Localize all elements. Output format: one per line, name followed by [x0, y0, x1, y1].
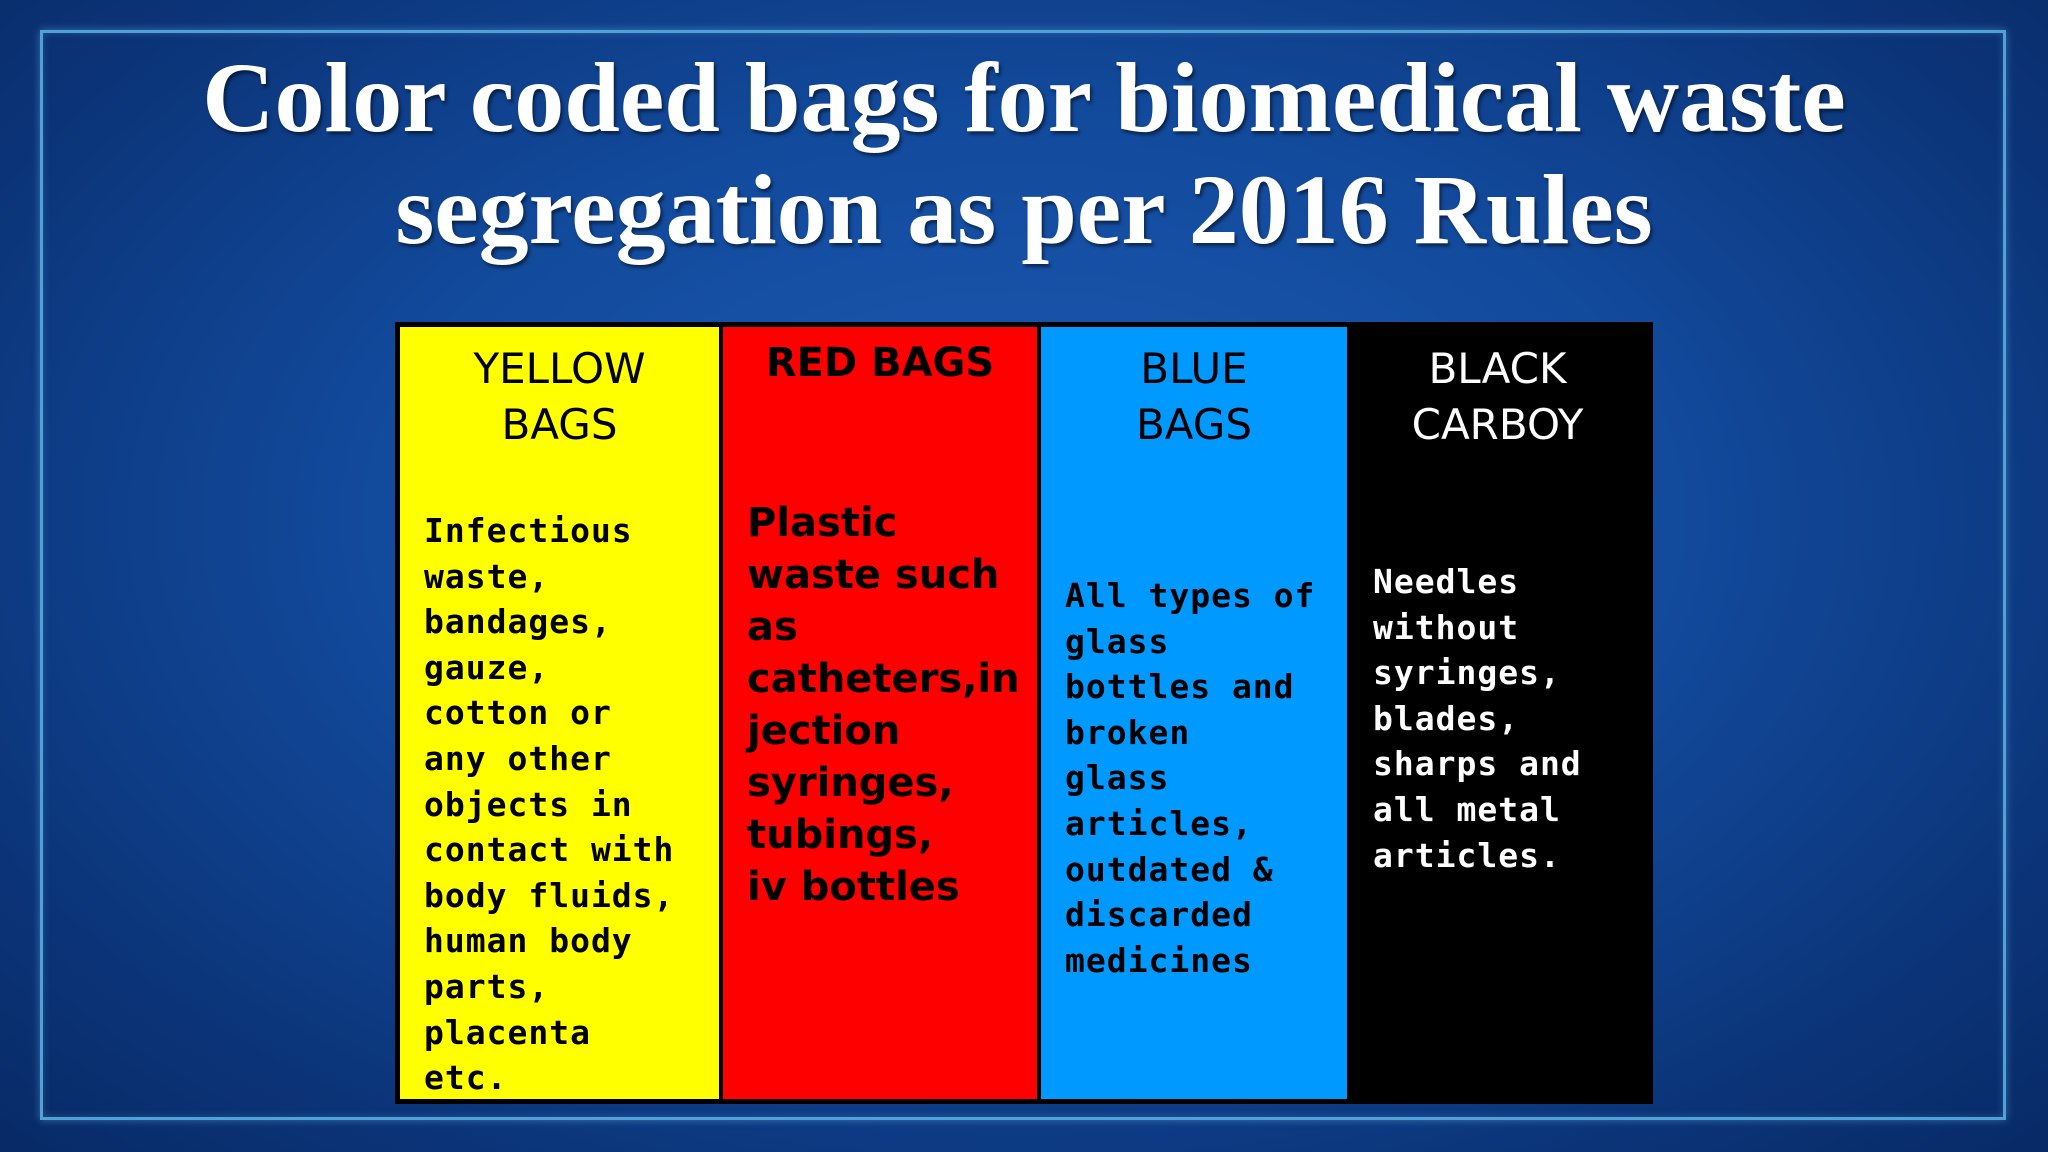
description-line: waste,	[424, 556, 550, 596]
description-line: tubings,	[747, 812, 934, 858]
black-carboy-column: BLACK CARBOY Needles without syringes, b…	[1347, 327, 1648, 1099]
heading-line: YELLOW	[473, 344, 646, 393]
description-line: articles,	[1065, 803, 1253, 843]
heading-line: BAGS	[501, 400, 618, 449]
red-bag-heading: RED BAGS	[723, 335, 1037, 391]
description-line: human body	[424, 921, 633, 961]
description-line: cotton or	[424, 693, 612, 733]
blue-bag-heading: BLUE BAGS	[1041, 341, 1347, 453]
description-line: glass	[1065, 621, 1170, 661]
description-line: outdated &	[1065, 849, 1274, 889]
heading-line: BAGS	[1135, 400, 1252, 449]
description-line: Needles	[1373, 562, 1520, 601]
yellow-bag-column: YELLOW BAGS Infectious waste, bandages, …	[400, 327, 719, 1099]
description-line: sharps and	[1373, 744, 1582, 784]
description-line: all metal	[1373, 789, 1561, 829]
title-line-1: Color coded bags for biomedical waste	[202, 42, 1846, 153]
description-line: discarded	[1065, 895, 1253, 935]
heading-line: RED BAGS	[765, 340, 995, 386]
red-bag-description: Plastic waste such as catheters,in jecti…	[747, 497, 1020, 913]
description-line: waste such	[747, 552, 1000, 598]
description-line: body fluids,	[424, 875, 675, 915]
description-line: without	[1373, 607, 1520, 647]
description-line: Infectious	[424, 511, 633, 550]
description-line: Plastic	[747, 500, 898, 546]
description-line: medicines	[1065, 940, 1253, 980]
description-line: any other	[424, 738, 612, 778]
description-line: catheters,in	[747, 656, 1020, 702]
description-line: iv bottles	[747, 864, 960, 910]
slide-frame	[40, 30, 2006, 1120]
description-line: gauze,	[424, 647, 550, 687]
description-line: articles.	[1373, 835, 1561, 875]
slide-title: Color coded bags for biomedical waste se…	[0, 42, 2048, 266]
description-line: as	[747, 604, 798, 650]
description-line: placenta	[424, 1012, 591, 1052]
description-line: syringes,	[747, 760, 954, 806]
description-line: bottles and	[1065, 667, 1295, 707]
description-line: etc.	[424, 1058, 508, 1098]
description-line: syringes,	[1373, 653, 1561, 693]
description-line: bandages,	[424, 602, 612, 642]
description-line: blades,	[1373, 698, 1520, 738]
description-line: parts,	[424, 966, 550, 1006]
description-line: jection	[747, 708, 901, 754]
blue-bag-column: BLUE BAGS All types of glass bottles and…	[1041, 327, 1347, 1099]
description-line: All types of	[1065, 576, 1316, 615]
yellow-bag-description: Infectious waste, bandages, gauze, cotto…	[424, 508, 674, 1099]
title-line-2: segregation as per 2016 Rules	[395, 154, 1653, 265]
description-line: objects in	[424, 784, 633, 824]
description-line: contact with	[424, 830, 675, 870]
bag-color-table: YELLOW BAGS Infectious waste, bandages, …	[395, 322, 1653, 1104]
red-bag-column: RED BAGS Plastic waste such as catheters…	[723, 327, 1037, 1099]
yellow-bag-heading: YELLOW BAGS	[400, 341, 719, 453]
heading-line: BLACK	[1428, 344, 1567, 393]
description-line: broken	[1065, 712, 1191, 752]
heading-line: CARBOY	[1411, 400, 1584, 449]
heading-line: BLUE	[1140, 344, 1248, 393]
black-carboy-heading: BLACK CARBOY	[1347, 341, 1648, 453]
blue-bag-description: All types of glass bottles and broken gl…	[1065, 573, 1315, 983]
black-carboy-description: Needles without syringes, blades, sharps…	[1373, 559, 1582, 878]
description-line: glass	[1065, 758, 1170, 798]
